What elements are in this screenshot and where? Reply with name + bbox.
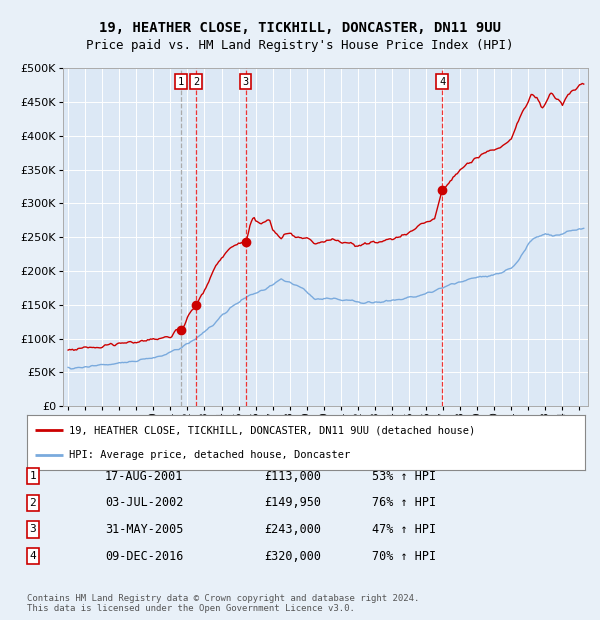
Text: 19, HEATHER CLOSE, TICKHILL, DONCASTER, DN11 9UU: 19, HEATHER CLOSE, TICKHILL, DONCASTER, … xyxy=(99,21,501,35)
Text: 09-DEC-2016: 09-DEC-2016 xyxy=(105,550,184,562)
Text: 31-MAY-2005: 31-MAY-2005 xyxy=(105,523,184,536)
Text: £149,950: £149,950 xyxy=(264,497,321,509)
Text: 47% ↑ HPI: 47% ↑ HPI xyxy=(372,523,436,536)
Text: 3: 3 xyxy=(242,77,249,87)
Text: Contains HM Land Registry data © Crown copyright and database right 2024.
This d: Contains HM Land Registry data © Crown c… xyxy=(27,594,419,613)
Text: HPI: Average price, detached house, Doncaster: HPI: Average price, detached house, Donc… xyxy=(69,450,350,460)
Text: 4: 4 xyxy=(29,551,37,561)
Text: £113,000: £113,000 xyxy=(264,470,321,482)
Text: 70% ↑ HPI: 70% ↑ HPI xyxy=(372,550,436,562)
Text: 3: 3 xyxy=(29,525,37,534)
Text: 03-JUL-2002: 03-JUL-2002 xyxy=(105,497,184,509)
Text: 2: 2 xyxy=(29,498,37,508)
Text: 76% ↑ HPI: 76% ↑ HPI xyxy=(372,497,436,509)
Text: 2: 2 xyxy=(193,77,199,87)
Text: 19, HEATHER CLOSE, TICKHILL, DONCASTER, DN11 9UU (detached house): 19, HEATHER CLOSE, TICKHILL, DONCASTER, … xyxy=(69,425,475,435)
Text: 17-AUG-2001: 17-AUG-2001 xyxy=(105,470,184,482)
Text: £243,000: £243,000 xyxy=(264,523,321,536)
Text: 4: 4 xyxy=(439,77,445,87)
Text: 1: 1 xyxy=(178,77,184,87)
Text: Price paid vs. HM Land Registry's House Price Index (HPI): Price paid vs. HM Land Registry's House … xyxy=(86,39,514,51)
Text: £320,000: £320,000 xyxy=(264,550,321,562)
Text: 1: 1 xyxy=(29,471,37,481)
Text: 53% ↑ HPI: 53% ↑ HPI xyxy=(372,470,436,482)
